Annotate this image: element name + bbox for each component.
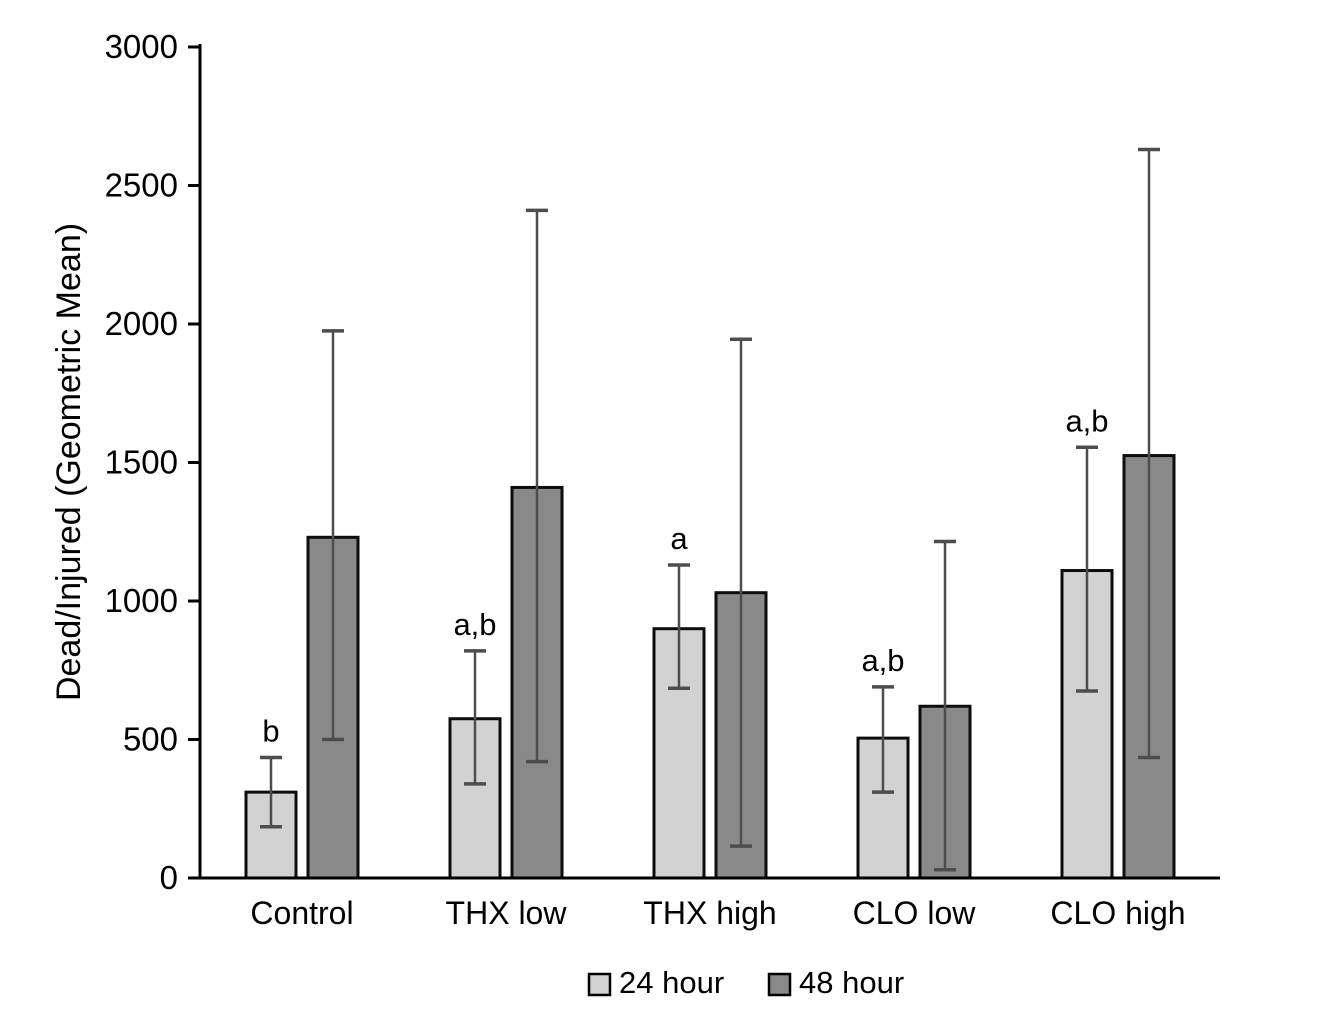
x-tick-label-control: Control: [250, 895, 353, 931]
y-tick-label-3000: 3000: [105, 28, 178, 65]
y-tick-label-1000: 1000: [105, 582, 178, 619]
legend-label-24-hour: 24 hour: [619, 965, 724, 1000]
legend-item-24-hour: 24 hour: [587, 965, 724, 1000]
legend-swatch-48-hour: [767, 972, 792, 997]
x-tick-label-clo-low: CLO low: [853, 895, 977, 931]
annotation-thx-high: a: [670, 521, 688, 556]
error-bar-24-hour-clo-low: [872, 685, 894, 794]
y-tick-label-1500: 1500: [105, 444, 178, 481]
annotation-clo-high: a,b: [1065, 403, 1108, 438]
annotation-clo-low: a,b: [861, 643, 904, 678]
x-axis-labels: Control THX low THX high CLO low CLO high: [250, 895, 1185, 931]
legend-swatch-24-hour: [587, 972, 612, 997]
legend: 24 hour 48 hour: [587, 965, 904, 1000]
annotations-layer: b a,b a a,b a,b: [262, 403, 1108, 748]
error-bar-48-hour-clo-low: [934, 539, 956, 872]
x-tick-label-clo-high: CLO high: [1050, 895, 1185, 931]
x-tick-label-thx-high: THX high: [643, 895, 776, 931]
x-tick-label-thx-low: THX low: [446, 895, 568, 931]
error-bars-layer: [260, 147, 1160, 872]
y-tick-label-2500: 2500: [105, 167, 178, 204]
error-bar-48-hour-thx-high: [730, 337, 752, 848]
legend-item-48-hour: 48 hour: [767, 965, 904, 1000]
y-axis-title: Dead/Injured (Geometric Mean): [50, 223, 88, 701]
bars-layer: [244, 454, 1176, 880]
error-bar-24-hour-control: [260, 755, 282, 829]
y-axis-ticks: 0 500 1000 1500 2000 2500 3000: [105, 28, 200, 896]
bar-24-hour-clo-low: [856, 736, 910, 880]
error-bar-48-hour-clo-high: [1138, 147, 1160, 760]
y-tick-label-2000: 2000: [105, 305, 178, 342]
error-bar-24-hour-thx-low: [464, 649, 486, 786]
y-tick-label-500: 500: [123, 721, 178, 758]
axes-layer: [198, 44, 1220, 880]
error-bar-24-hour-thx-high: [668, 563, 690, 691]
error-bar-24-hour-clo-high: [1076, 445, 1098, 693]
error-bar-48-hour-control: [322, 329, 344, 742]
annotation-control: b: [262, 714, 279, 749]
annotation-thx-low: a,b: [453, 607, 496, 642]
error-bar-48-hour-thx-low: [526, 208, 548, 764]
legend-label-48-hour: 48 hour: [799, 965, 904, 1000]
y-tick-label-0: 0: [160, 859, 178, 896]
